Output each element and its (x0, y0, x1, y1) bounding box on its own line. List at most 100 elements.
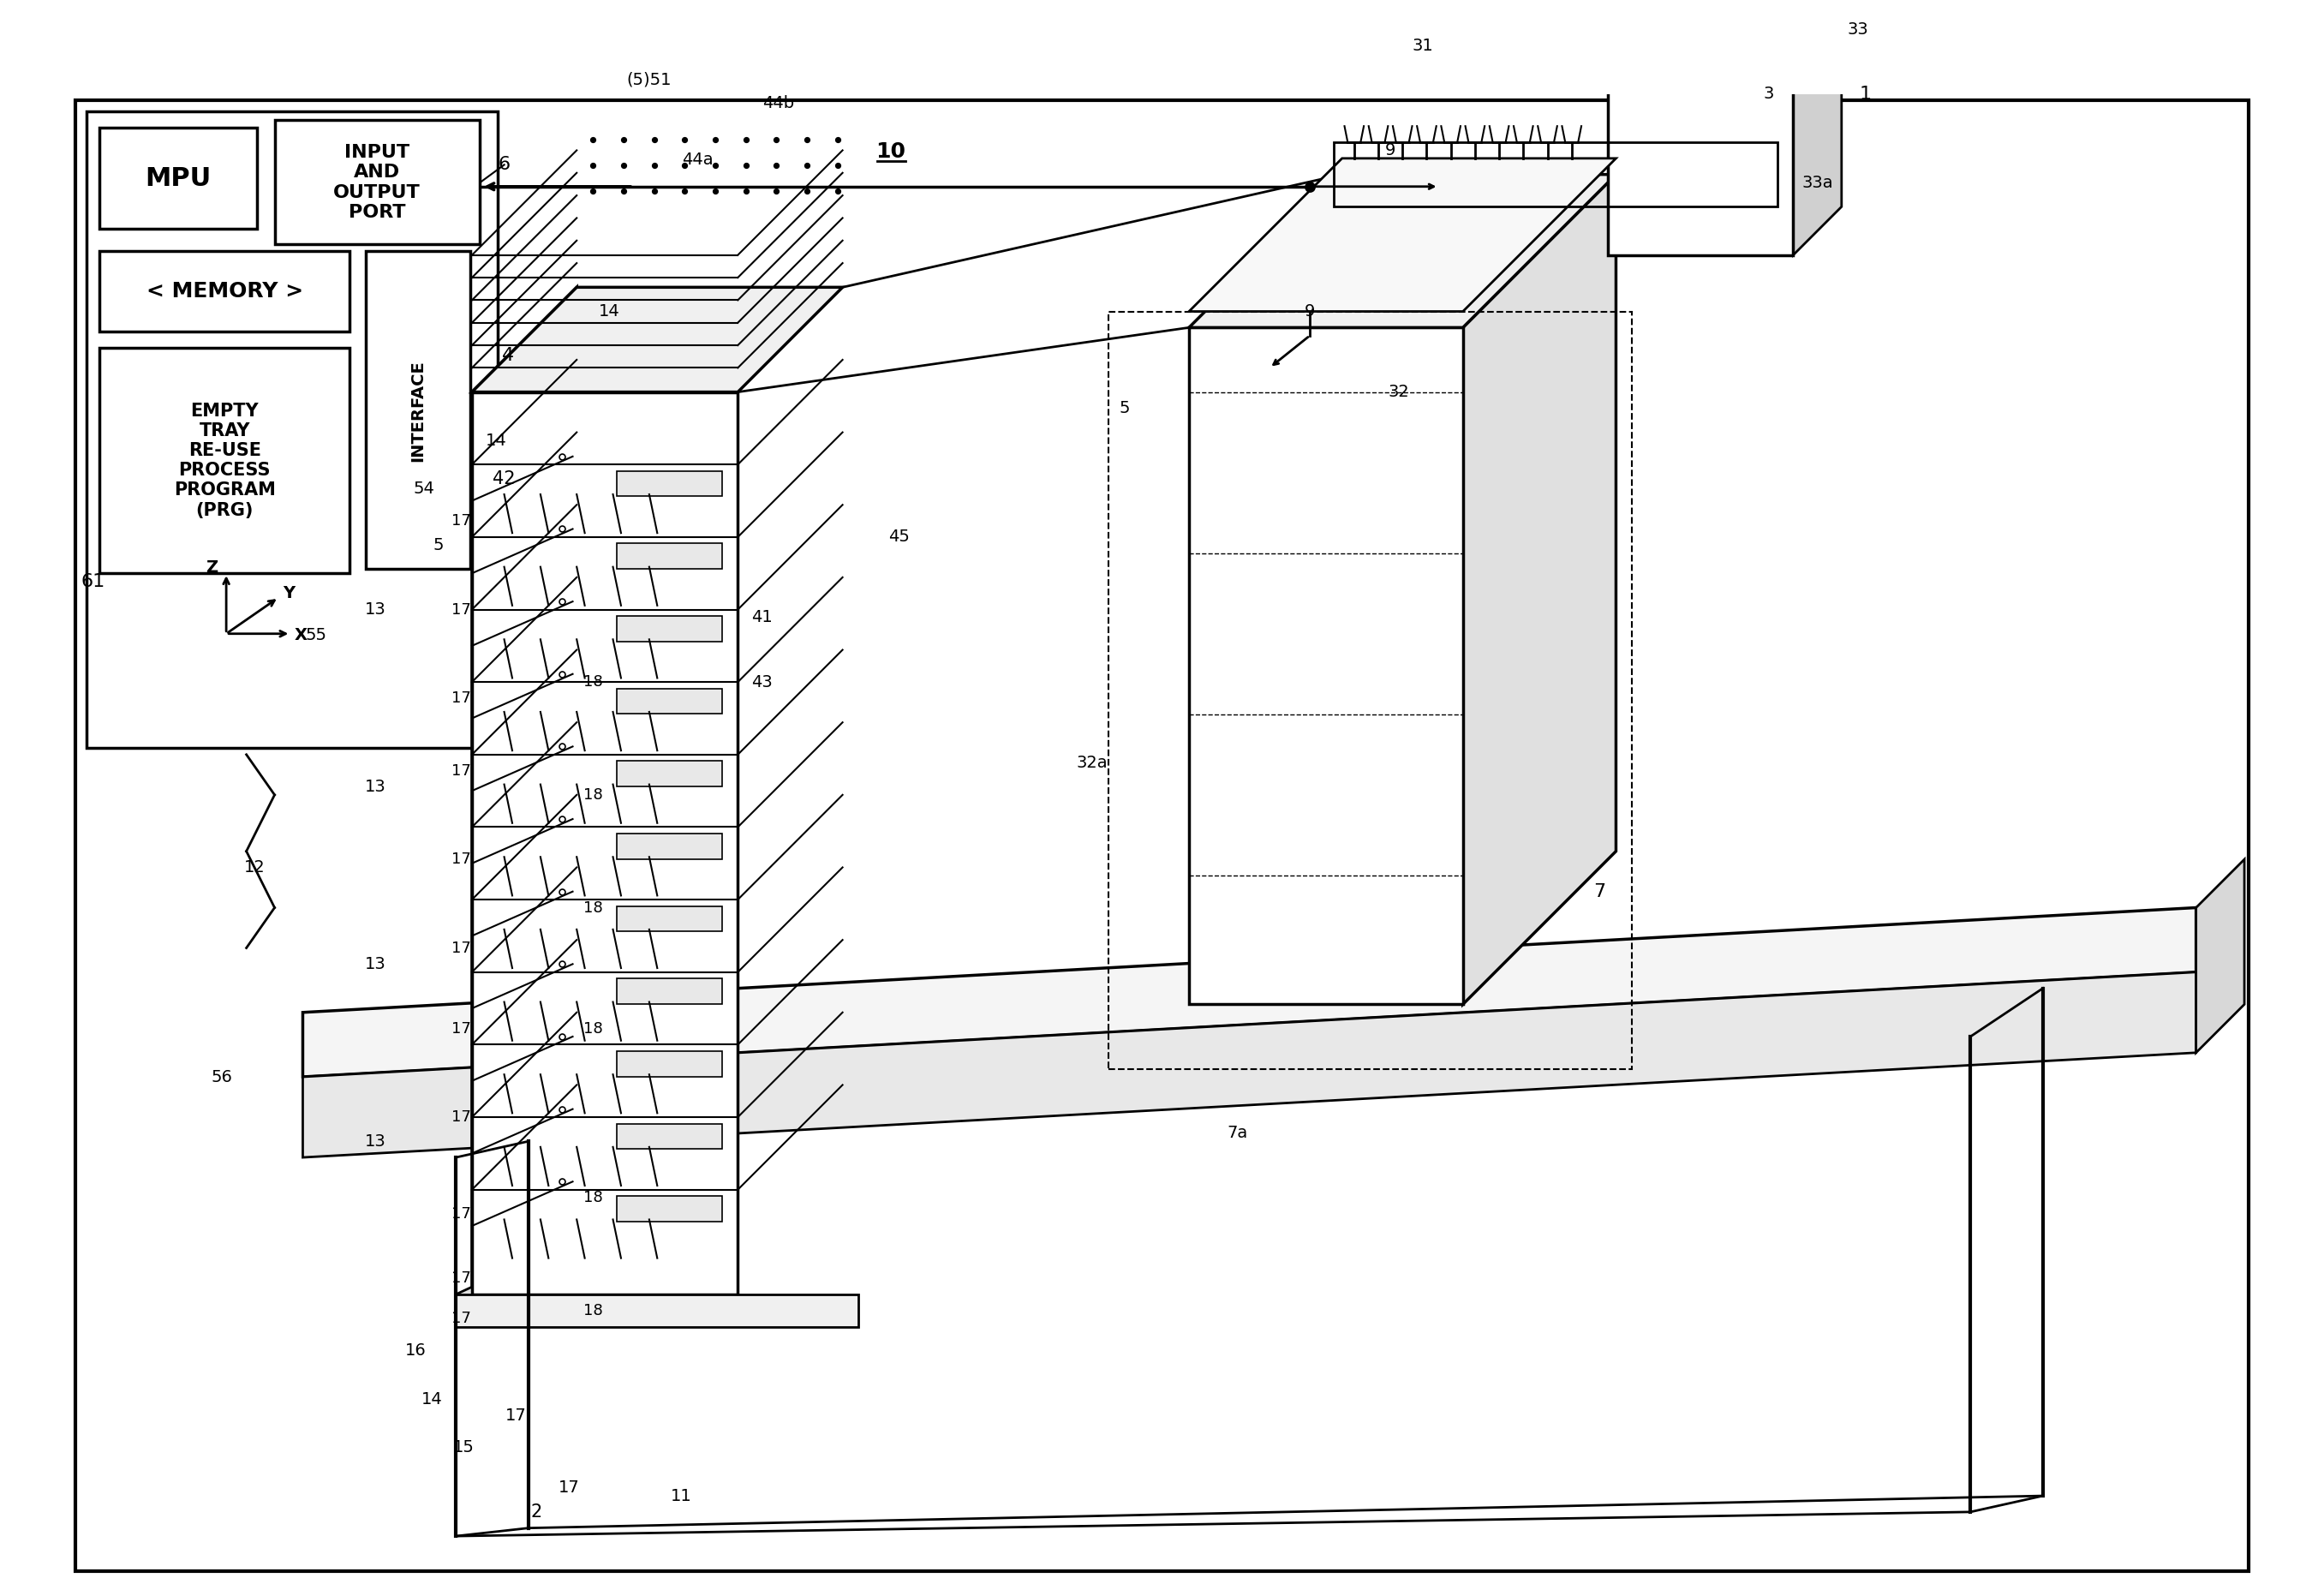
Text: 13: 13 (365, 1133, 386, 1149)
Text: 17: 17 (451, 1270, 472, 1286)
Text: EMPTY
TRAY
RE-USE
PROCESS
PROGRAM
(PRG): EMPTY TRAY RE-USE PROCESS PROGRAM (PRG) (174, 402, 277, 519)
Polygon shape (472, 287, 576, 1294)
Text: 5: 5 (432, 537, 444, 554)
Bar (100, 347, 349, 573)
Text: INTERFACE: INTERFACE (409, 360, 425, 461)
Text: 54: 54 (414, 481, 435, 497)
Polygon shape (1608, 0, 1841, 13)
Polygon shape (302, 972, 2196, 1157)
Text: INPUT
AND
OUTPUT
PORT: INPUT AND OUTPUT PORT (332, 144, 421, 221)
Bar (616, 688, 723, 713)
Text: 56: 56 (211, 1068, 232, 1086)
Bar (472, 391, 737, 1294)
Text: 44b: 44b (762, 95, 795, 112)
Text: 13: 13 (365, 956, 386, 972)
Bar (1109, 311, 1631, 1068)
Bar (616, 978, 723, 1004)
Text: 7a: 7a (1227, 1125, 1248, 1141)
Text: 17: 17 (507, 1408, 528, 1423)
Text: 32a: 32a (1076, 754, 1109, 770)
Polygon shape (1794, 0, 1841, 256)
Text: (5)51: (5)51 (627, 71, 672, 87)
Text: 9: 9 (1304, 303, 1315, 320)
Bar (616, 1196, 723, 1221)
Polygon shape (456, 1242, 569, 1327)
Text: 33a: 33a (1801, 175, 1834, 191)
Bar (1608, 13, 1794, 256)
Text: 18: 18 (583, 674, 602, 690)
Polygon shape (456, 1294, 858, 1327)
Polygon shape (1190, 158, 1615, 311)
Polygon shape (2196, 860, 2245, 1053)
Text: 17: 17 (451, 940, 472, 956)
Text: 11: 11 (672, 1488, 693, 1504)
Text: 5: 5 (1120, 399, 1129, 417)
Text: 18: 18 (583, 1190, 602, 1206)
Bar (616, 833, 723, 858)
Text: MPU: MPU (144, 166, 211, 191)
Text: 18: 18 (583, 1021, 602, 1037)
Text: 17: 17 (451, 1109, 472, 1125)
Text: 17: 17 (451, 1311, 472, 1326)
Text: 17: 17 (451, 601, 472, 617)
Text: 14: 14 (486, 432, 507, 448)
Polygon shape (1190, 175, 1615, 328)
Text: 13: 13 (365, 778, 386, 795)
Text: 14: 14 (597, 303, 621, 320)
Text: 41: 41 (751, 609, 772, 626)
Bar (365, 251, 469, 570)
Text: 14: 14 (421, 1390, 442, 1408)
Polygon shape (302, 907, 2196, 1076)
Text: 42: 42 (493, 470, 516, 488)
Text: 17: 17 (451, 852, 472, 866)
Text: 2: 2 (530, 1504, 541, 1521)
Bar (274, 120, 481, 245)
Text: 12: 12 (244, 860, 265, 876)
Text: < MEMORY >: < MEMORY > (146, 281, 302, 301)
Text: 17: 17 (451, 764, 472, 778)
Text: 1: 1 (1859, 85, 1871, 103)
Polygon shape (472, 287, 844, 391)
Text: 33: 33 (1848, 21, 1868, 38)
Bar (616, 761, 723, 786)
Text: 45: 45 (888, 529, 909, 544)
Bar (616, 1124, 723, 1149)
Text: 9: 9 (1385, 142, 1397, 158)
Bar (616, 543, 723, 568)
Bar (1334, 142, 1778, 207)
Bar (1190, 328, 1462, 1004)
Bar (616, 906, 723, 931)
Text: 17: 17 (558, 1480, 579, 1496)
Text: Z: Z (207, 560, 218, 576)
Bar (616, 1051, 723, 1076)
Bar (616, 615, 723, 641)
Text: 15: 15 (453, 1439, 474, 1455)
Text: 4: 4 (502, 347, 514, 365)
Text: 10: 10 (876, 142, 906, 163)
Text: 7: 7 (1594, 884, 1606, 899)
Bar (100, 128, 258, 229)
Text: 44a: 44a (681, 151, 713, 169)
Text: 17: 17 (451, 691, 472, 705)
Text: 17: 17 (451, 1021, 472, 1037)
Text: 18: 18 (583, 1303, 602, 1318)
Text: 31: 31 (1413, 38, 1434, 54)
Text: 17: 17 (451, 513, 472, 529)
Text: 6: 6 (497, 156, 511, 174)
Bar (86, 112, 497, 748)
Text: 55: 55 (307, 626, 328, 644)
Bar (616, 470, 723, 497)
Text: 17: 17 (451, 1206, 472, 1221)
Bar (100, 251, 349, 331)
Text: 16: 16 (404, 1343, 425, 1359)
Text: 32: 32 (1387, 383, 1408, 401)
Polygon shape (1462, 175, 1615, 1004)
Text: 13: 13 (365, 601, 386, 617)
Text: Y: Y (284, 585, 295, 601)
Text: X: X (295, 626, 307, 644)
Text: 43: 43 (751, 674, 772, 690)
Text: 18: 18 (583, 787, 602, 803)
Text: 61: 61 (81, 573, 105, 590)
Text: 3: 3 (1764, 85, 1773, 103)
Text: 18: 18 (583, 899, 602, 915)
